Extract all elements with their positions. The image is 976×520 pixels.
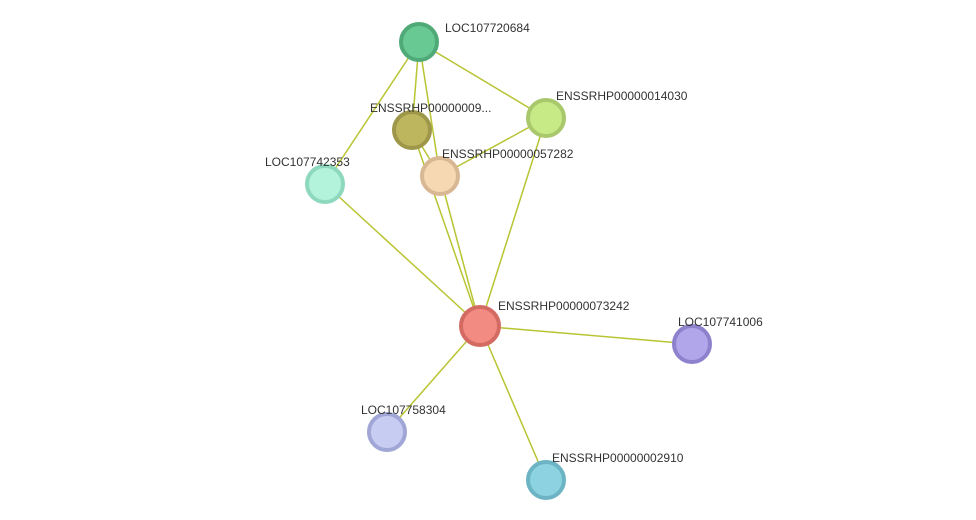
node[interactable] — [367, 412, 407, 452]
node-label: LOC107742353 — [265, 155, 350, 169]
node[interactable] — [420, 156, 460, 196]
node[interactable] — [392, 110, 432, 150]
node-label: LOC107741006 — [678, 315, 763, 329]
network-diagram: LOC107720684 ENSSRHP00000009... ENSSRHP000… — [0, 0, 976, 520]
node[interactable] — [399, 22, 439, 62]
edge — [480, 326, 546, 480]
node-label: LOC107758304 — [361, 403, 446, 417]
node-label: ENSSRHP00000009... — [370, 101, 491, 115]
node-label: ENSSRHP00000002910 — [552, 451, 683, 465]
edge — [480, 326, 692, 344]
edge — [325, 184, 480, 326]
node[interactable] — [672, 324, 712, 364]
node[interactable] — [526, 98, 566, 138]
node-label: ENSSRHP00000073242 — [498, 299, 629, 313]
node-label: ENSSRHP00000014030 — [556, 89, 687, 103]
node-label: LOC107720684 — [445, 21, 530, 35]
edges-layer — [0, 0, 976, 520]
node[interactable] — [305, 164, 345, 204]
edge — [440, 176, 480, 326]
node-label: ENSSRHP00000057282 — [442, 147, 573, 161]
node[interactable] — [459, 305, 501, 347]
node[interactable] — [526, 460, 566, 500]
